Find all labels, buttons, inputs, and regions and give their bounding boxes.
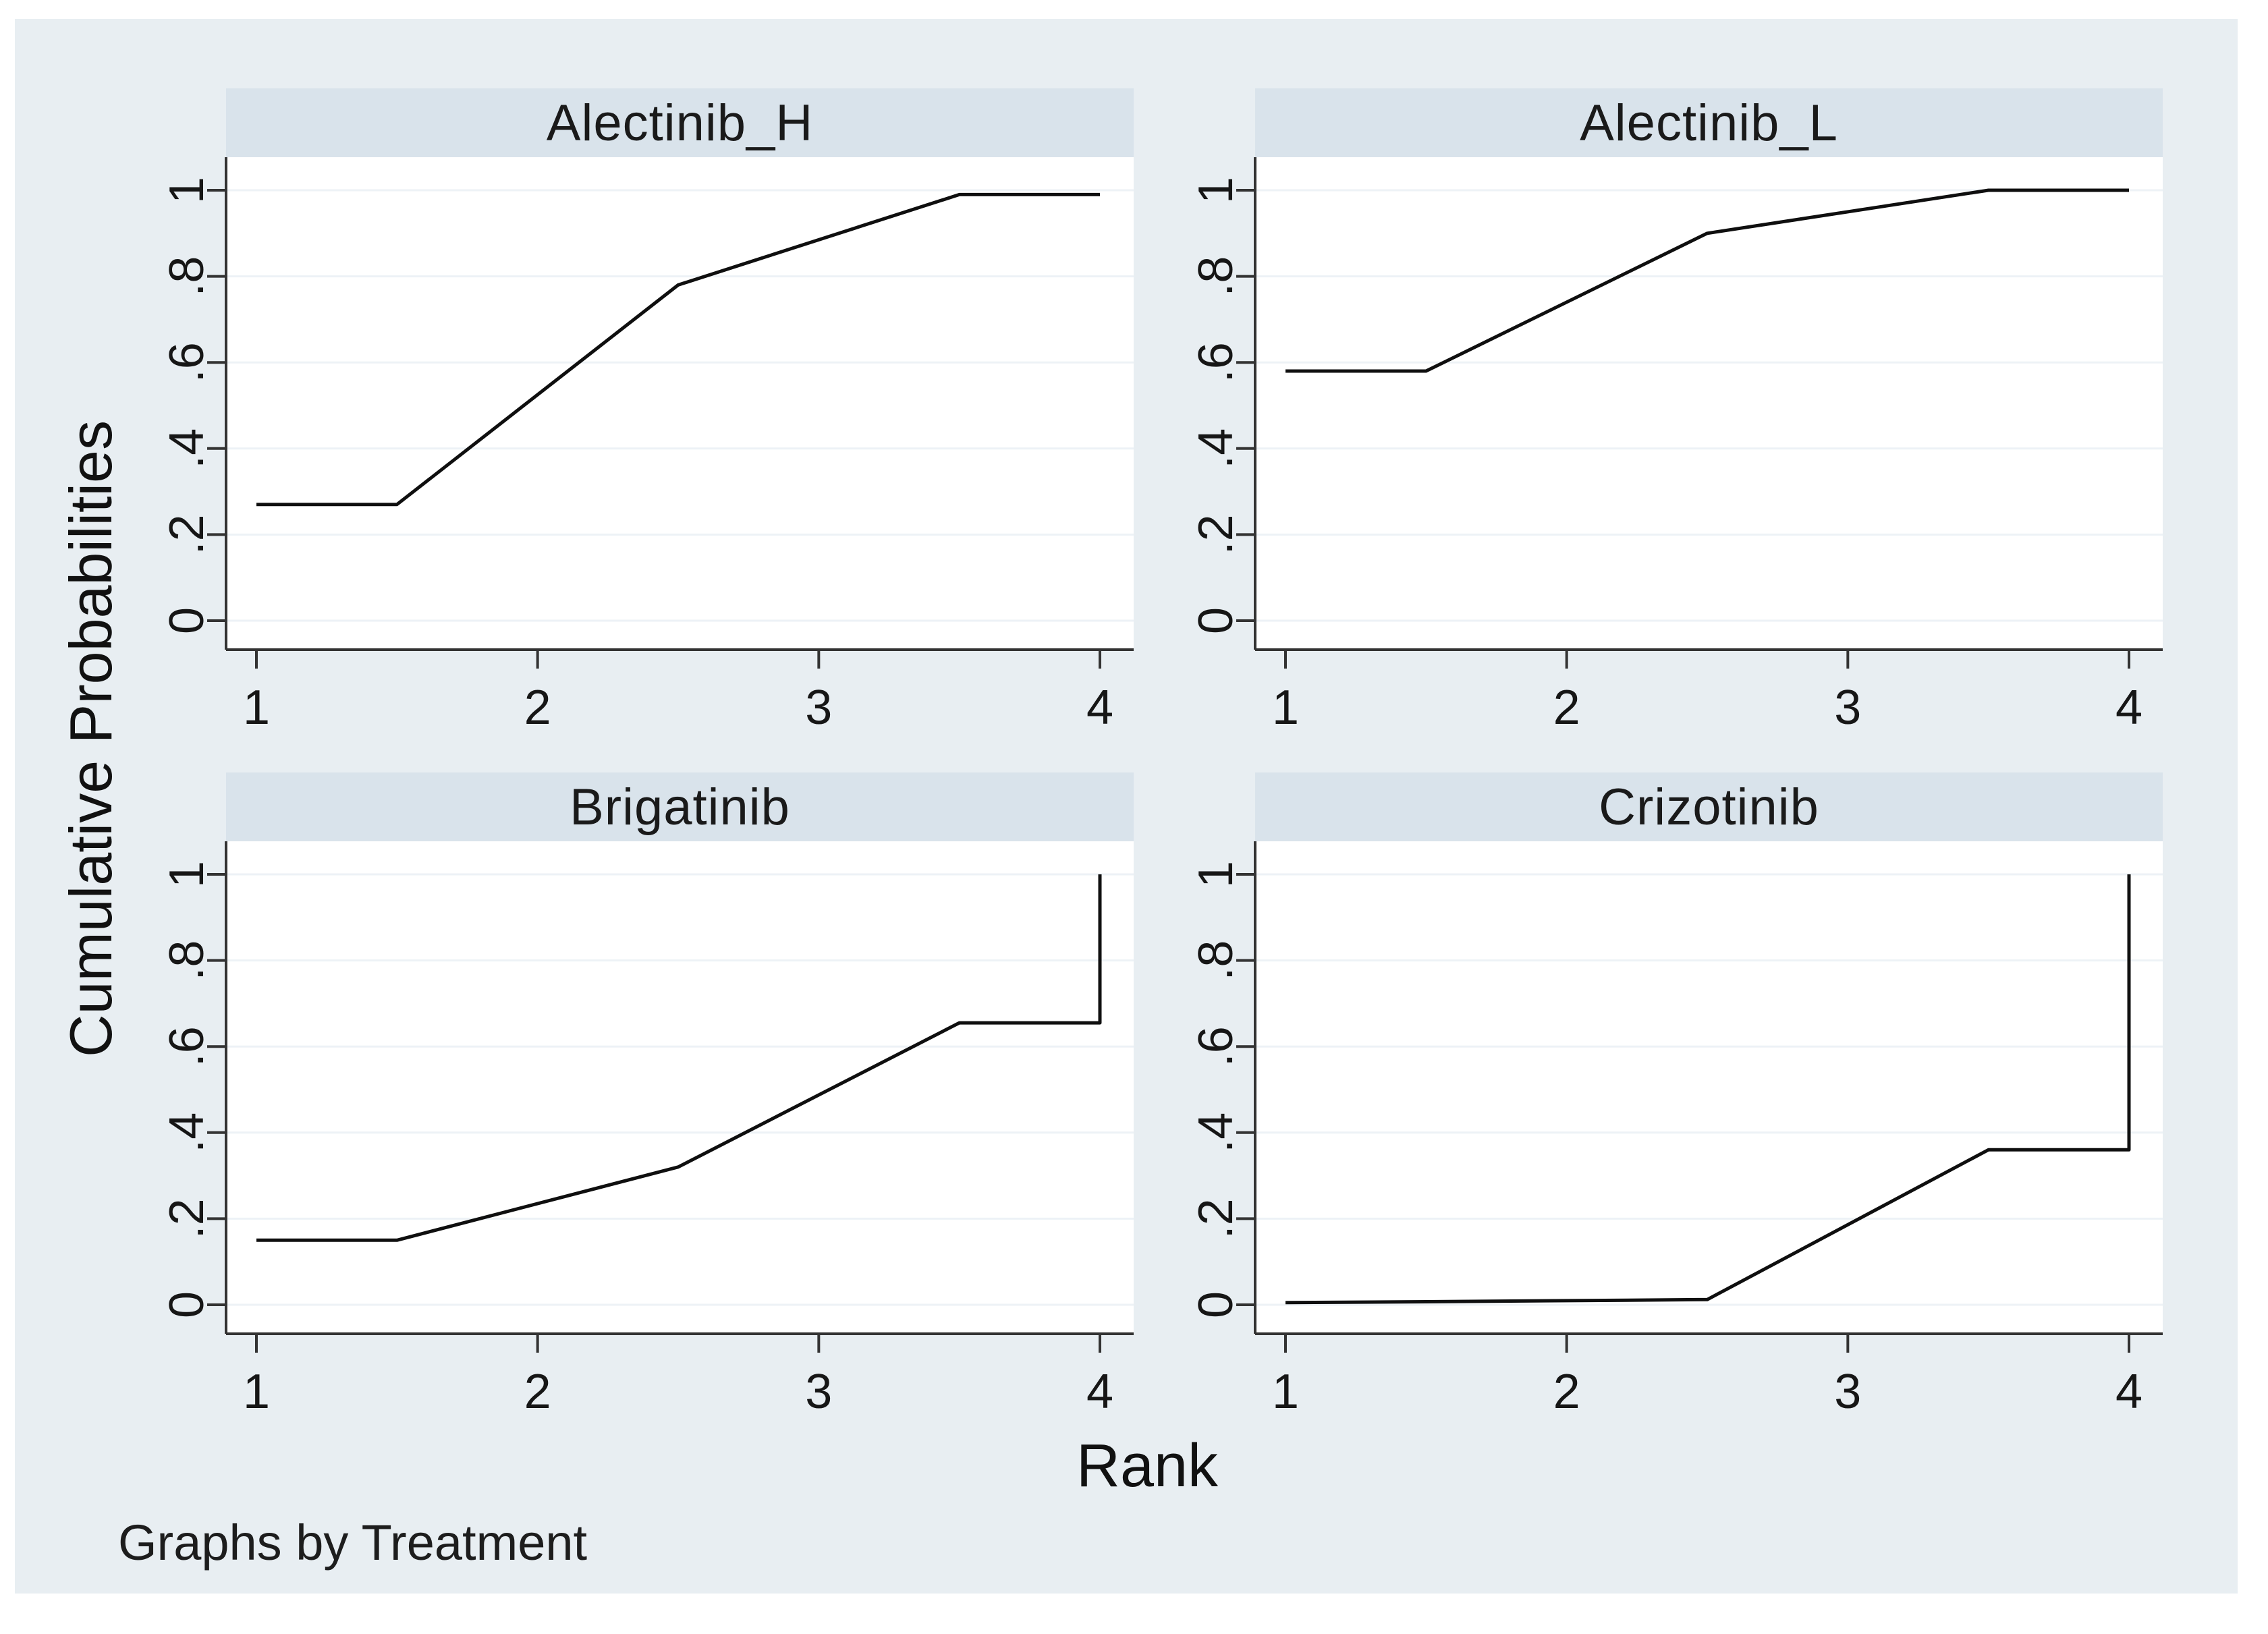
x-tick-label: 4 <box>1086 681 1113 735</box>
panel-title-bar: Alectinib_H <box>226 88 1134 157</box>
panel-title: Alectinib_L <box>1580 94 1838 152</box>
panel-title-bar: Alectinib_L <box>1255 88 2163 157</box>
y-tick-label: .4 <box>160 1112 214 1153</box>
y-tick-label: .8 <box>160 256 214 297</box>
panel-title: Alectinib_H <box>546 94 814 152</box>
x-tick-label: 4 <box>2115 681 2142 735</box>
plot-area <box>226 157 1134 650</box>
graphs-by-note: Graphs by Treatment <box>118 1515 588 1571</box>
y-tick-label: .4 <box>160 428 214 469</box>
y-tick-label: .6 <box>1189 342 1243 383</box>
y-tick-label: .6 <box>1189 1026 1243 1067</box>
y-axis-title: Cumulative Probabilities <box>57 420 124 1057</box>
y-tick-label: 1 <box>1189 177 1243 204</box>
plot-area <box>1255 841 2163 1334</box>
data-line <box>1285 874 2131 1305</box>
x-tick-label: 4 <box>1086 1365 1113 1419</box>
x-tick-label: 3 <box>1834 1365 1861 1419</box>
y-tick-label: 1 <box>1189 861 1243 888</box>
y-tick-label: 0 <box>160 607 214 634</box>
x-tick-label: 2 <box>524 681 551 735</box>
panel-title: Crizotinib <box>1599 778 1819 836</box>
panel-alectinib-h: Alectinib_H 0 .2 .4 .6 .8 1 1 2 3 4 <box>145 88 1134 744</box>
y-tick-label: .2 <box>160 1198 214 1239</box>
panel-alectinib-l: Alectinib_L 0 .2 .4 .6 .8 1 1 2 3 4 <box>1174 88 2163 744</box>
y-tick-label: 1 <box>160 177 214 204</box>
x-tick-label: 2 <box>1553 1365 1580 1419</box>
x-tick-label: 1 <box>1272 681 1299 735</box>
y-tick-label: .2 <box>1189 1198 1243 1239</box>
x-tick-label: 1 <box>243 1365 270 1419</box>
y-tick-label: 0 <box>160 1291 214 1318</box>
data-line <box>1285 188 2129 373</box>
x-tick-label: 2 <box>524 1365 551 1419</box>
x-tick-label: 3 <box>1834 681 1861 735</box>
y-tick-label: .2 <box>1189 514 1243 555</box>
panel-plot: 0 .2 .4 .6 .8 1 1 2 3 4 <box>160 841 1134 1419</box>
plot-area <box>226 841 1134 1334</box>
x-tick-label: 3 <box>805 681 832 735</box>
panel-crizotinib: Crizotinib 0 .2 .4 .6 .8 1 1 2 3 4 <box>1174 772 2163 1428</box>
y-tick-label: 1 <box>160 861 214 888</box>
y-tick-label: 0 <box>1189 607 1243 634</box>
y-tick-label: .8 <box>1189 940 1243 981</box>
x-tick-label: 1 <box>243 681 270 735</box>
y-tick-label: .8 <box>160 940 214 981</box>
y-tick-label: 0 <box>1189 1291 1243 1318</box>
panel-plot: 0 .2 .4 .6 .8 1 1 2 3 4 <box>1189 841 2163 1419</box>
y-tick-label: .8 <box>1189 256 1243 297</box>
x-tick-label: 3 <box>805 1365 832 1419</box>
x-tick-label: 2 <box>1553 681 1580 735</box>
x-tick-label: 1 <box>1272 1365 1299 1419</box>
y-tick-label: .6 <box>160 342 214 383</box>
y-tick-label: .2 <box>160 514 214 555</box>
y-tick-label: .6 <box>160 1026 214 1067</box>
panel-title-bar: Brigatinib <box>226 772 1134 841</box>
data-line <box>256 874 1102 1242</box>
panel-title-bar: Crizotinib <box>1255 772 2163 841</box>
data-line <box>256 192 1100 507</box>
x-axis-title: Rank <box>1076 1432 1219 1500</box>
y-tick-label: .4 <box>1189 428 1243 469</box>
panel-brigatinib: Brigatinib 0 .2 .4 .6 .8 1 1 2 3 4 <box>145 772 1134 1428</box>
panel-title: Brigatinib <box>570 778 790 836</box>
panel-plot: 0 .2 .4 .6 .8 1 1 2 3 4 <box>1189 157 2163 735</box>
y-tick-label: .4 <box>1189 1112 1243 1153</box>
plot-area <box>1255 157 2163 650</box>
x-tick-label: 4 <box>2115 1365 2142 1419</box>
panel-plot: 0 .2 .4 .6 .8 1 1 2 3 4 <box>160 157 1134 735</box>
